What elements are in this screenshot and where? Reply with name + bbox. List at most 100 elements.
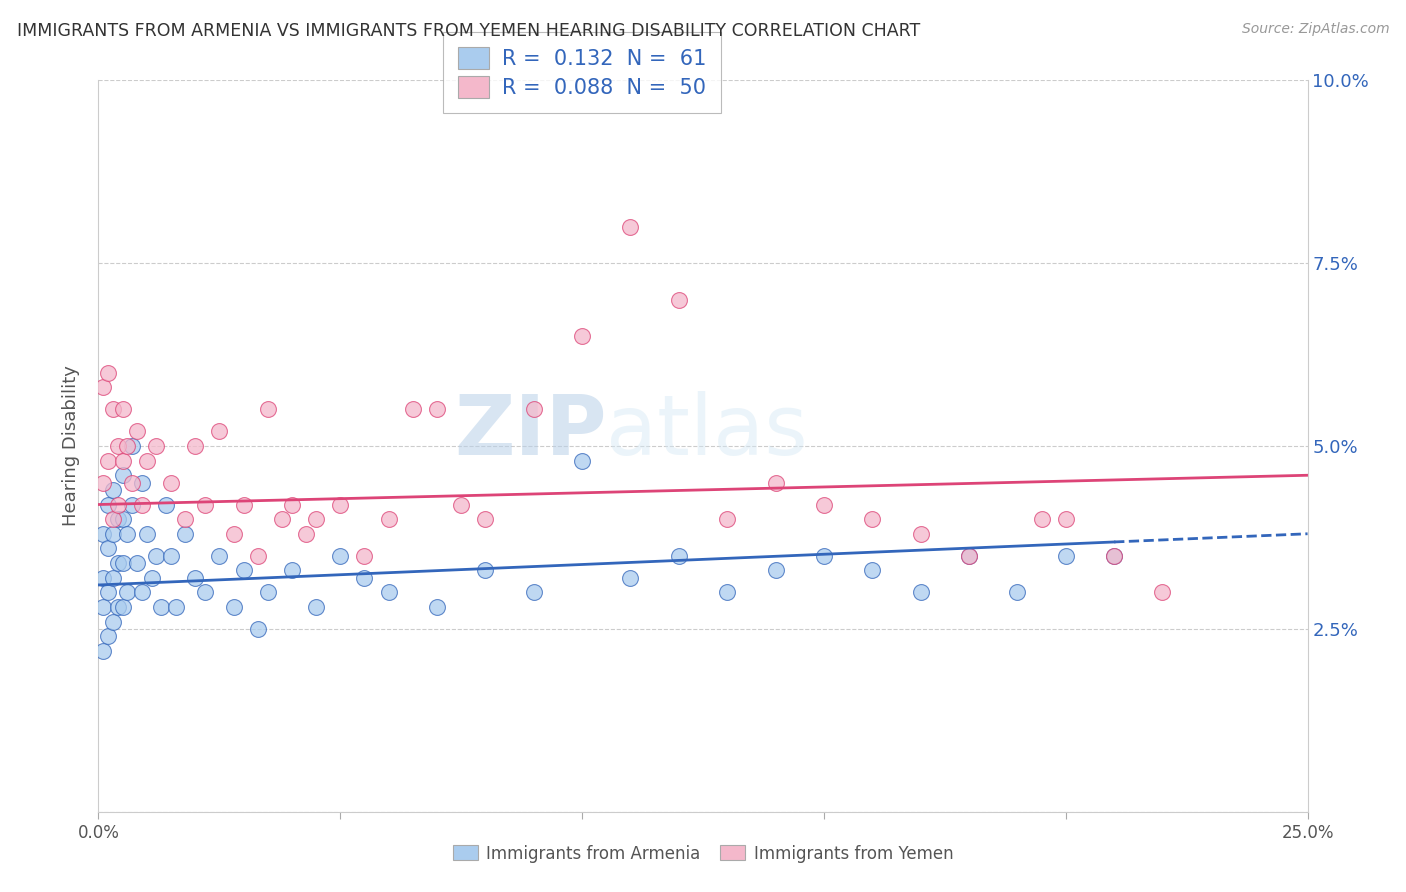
Point xyxy=(111,453,134,467)
Point xyxy=(1054,549,1077,563)
Point xyxy=(91,644,114,658)
Point xyxy=(765,475,787,490)
Point xyxy=(111,402,134,417)
Point xyxy=(232,563,254,577)
Point xyxy=(91,526,114,541)
Point xyxy=(474,512,496,526)
Text: atlas: atlas xyxy=(606,391,808,472)
Point xyxy=(101,483,124,497)
Point xyxy=(174,512,197,526)
Point xyxy=(127,556,149,570)
Point xyxy=(184,439,207,453)
Point xyxy=(97,541,120,556)
Point xyxy=(141,571,163,585)
Point xyxy=(174,526,197,541)
Point xyxy=(97,453,120,467)
Point xyxy=(957,549,980,563)
Point xyxy=(97,498,120,512)
Point xyxy=(910,585,932,599)
Point xyxy=(450,498,472,512)
Point xyxy=(232,498,254,512)
Point xyxy=(155,498,177,512)
Point xyxy=(1031,512,1053,526)
Point xyxy=(716,512,738,526)
Point xyxy=(281,498,304,512)
Point xyxy=(668,549,690,563)
Point xyxy=(160,549,183,563)
Point xyxy=(426,402,449,417)
Point xyxy=(131,585,153,599)
Point xyxy=(523,402,546,417)
Point xyxy=(107,556,129,570)
Point xyxy=(329,549,352,563)
Point xyxy=(860,512,883,526)
Point xyxy=(135,453,157,467)
Point xyxy=(107,498,129,512)
Text: ZIP: ZIP xyxy=(454,391,606,472)
Point xyxy=(222,599,245,614)
Point xyxy=(121,439,143,453)
Point xyxy=(1054,512,1077,526)
Point xyxy=(111,599,134,614)
Point xyxy=(145,549,167,563)
Point xyxy=(256,585,278,599)
Point xyxy=(860,563,883,577)
Point xyxy=(150,599,173,614)
Point xyxy=(97,366,120,380)
Point xyxy=(295,526,318,541)
Point xyxy=(281,563,304,577)
Point xyxy=(117,585,139,599)
Point xyxy=(160,475,183,490)
Point xyxy=(131,498,153,512)
Point xyxy=(571,453,593,467)
Point xyxy=(117,439,139,453)
Y-axis label: Hearing Disability: Hearing Disability xyxy=(62,366,80,526)
Point xyxy=(571,329,593,343)
Point xyxy=(121,498,143,512)
Point xyxy=(121,475,143,490)
Point xyxy=(765,563,787,577)
Point xyxy=(101,526,124,541)
Point xyxy=(353,549,375,563)
Point xyxy=(208,425,231,439)
Point xyxy=(353,571,375,585)
Point xyxy=(97,629,120,643)
Point xyxy=(305,512,328,526)
Point xyxy=(107,512,129,526)
Point xyxy=(377,585,399,599)
Point xyxy=(474,563,496,577)
Point xyxy=(1152,585,1174,599)
Point xyxy=(97,585,120,599)
Point xyxy=(426,599,449,614)
Text: Source: ZipAtlas.com: Source: ZipAtlas.com xyxy=(1241,22,1389,37)
Point xyxy=(271,512,294,526)
Point xyxy=(247,622,270,636)
Point xyxy=(127,425,149,439)
Point xyxy=(111,468,134,483)
Point xyxy=(957,549,980,563)
Point xyxy=(194,498,217,512)
Point xyxy=(305,599,328,614)
Point xyxy=(1102,549,1125,563)
Point xyxy=(107,439,129,453)
Legend: Immigrants from Armenia, Immigrants from Yemen: Immigrants from Armenia, Immigrants from… xyxy=(446,838,960,869)
Point xyxy=(131,475,153,490)
Point xyxy=(716,585,738,599)
Point xyxy=(91,475,114,490)
Point xyxy=(910,526,932,541)
Text: IMMIGRANTS FROM ARMENIA VS IMMIGRANTS FROM YEMEN HEARING DISABILITY CORRELATION : IMMIGRANTS FROM ARMENIA VS IMMIGRANTS FR… xyxy=(17,22,920,40)
Point xyxy=(165,599,187,614)
Point xyxy=(619,571,641,585)
Point xyxy=(1102,549,1125,563)
Point xyxy=(135,526,157,541)
Point xyxy=(184,571,207,585)
Point xyxy=(813,549,835,563)
Point xyxy=(208,549,231,563)
Point xyxy=(91,380,114,394)
Point xyxy=(145,439,167,453)
Point xyxy=(329,498,352,512)
Point xyxy=(256,402,278,417)
Point xyxy=(194,585,217,599)
Point xyxy=(101,571,124,585)
Point xyxy=(111,512,134,526)
